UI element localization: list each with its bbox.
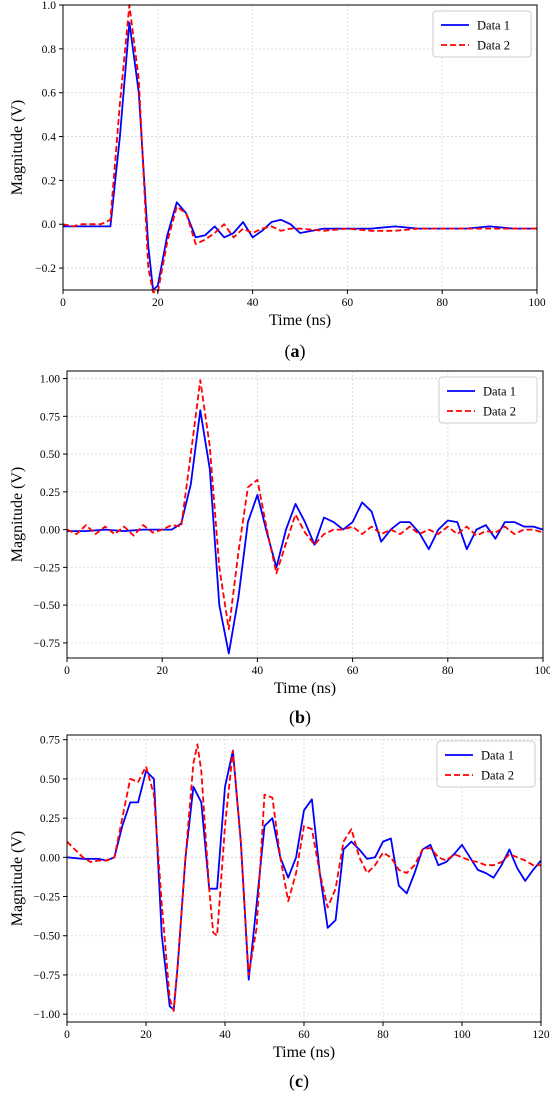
chart-panel-a: 0 20 40 60 80 100 −0.2 0.0 0.2 0.4 0.6 0.8 1.0 Time (… (9, 0, 546, 362)
x-tick-label: 100 (528, 297, 546, 309)
y-tick-label: 0.00 (40, 852, 60, 864)
series-line-2 (66, 379, 544, 631)
legend-label-1: Data 1 (477, 19, 510, 33)
y-tick-label: −0.25 (33, 562, 60, 574)
series-line-1 (66, 749, 542, 1011)
x-tick-label: 0 (60, 297, 66, 309)
panel-caption: (b) (289, 707, 311, 728)
legend-label-2: Data 2 (483, 405, 516, 419)
y-tick-label: 0.2 (42, 175, 57, 187)
x-tick-label: 100 (453, 1029, 471, 1041)
legend: Data 1 Data 2 (436, 740, 536, 788)
x-tick-label: 120 (532, 1029, 550, 1041)
y-tick-label: 0.00 (40, 525, 60, 537)
legend-box (432, 10, 532, 58)
y-tick-label: 0.50 (40, 774, 60, 786)
series-line-1 (63, 21, 537, 291)
y-tick-label: −0.75 (33, 970, 60, 982)
series-line-2 (62, 4, 537, 294)
y-tick-label: −0.75 (33, 638, 60, 650)
chart-panel-c: 0 20 40 60 80 100 120 −1.00 −0.75 −0.50 −0.25 0.00 0… (9, 734, 550, 1092)
chart-panel-b: 0 20 40 60 80 100 −0.75 −0.50 −0.25 0.00 0.25 0.50 0… (9, 370, 550, 728)
y-tick-label: −0.2 (35, 263, 56, 275)
legend-label-1: Data 1 (483, 385, 516, 399)
x-tick-label: 40 (247, 297, 259, 309)
legend-label-2: Data 2 (481, 769, 514, 783)
x-axis-label: Time (ns) (273, 1044, 335, 1061)
legend: Data 1 Data 2 (438, 376, 538, 424)
panel-caption: (a) (285, 341, 306, 362)
series-line-1 (67, 409, 544, 655)
x-tick-label: 0 (64, 665, 70, 677)
legend: Data 1 Data 2 (432, 10, 532, 58)
x-axis-label: Time (ns) (274, 680, 336, 697)
plot-frame (62, 4, 538, 291)
y-tick-label: 0.25 (40, 813, 60, 825)
legend-box (436, 740, 536, 788)
y-tick-label: 0.8 (42, 44, 57, 56)
y-tick-label: 0.75 (40, 411, 60, 423)
x-tick-label: 80 (442, 665, 454, 677)
y-tick-label: 0.0 (42, 219, 57, 231)
x-tick-label: 0 (64, 1029, 70, 1041)
legend-label-1: Data 1 (481, 749, 514, 763)
y-tick-label: 0.6 (42, 88, 57, 100)
y-tick-label: −0.50 (33, 931, 60, 943)
y-tick-label: −0.25 (33, 892, 60, 904)
x-tick-label: 80 (436, 297, 448, 309)
y-tick-label: −0.50 (33, 600, 60, 612)
x-tick-label: 40 (252, 665, 264, 677)
x-tick-label: 20 (156, 665, 168, 677)
plot-frame (66, 370, 544, 659)
x-tick-label: 100 (534, 665, 550, 677)
x-tick-label: 60 (342, 297, 354, 309)
x-tick-label: 40 (219, 1029, 231, 1041)
y-tick-label: 0.25 (40, 487, 60, 499)
x-tick-label: 80 (377, 1029, 389, 1041)
x-tick-label: 20 (140, 1029, 152, 1041)
y-tick-label: −1.00 (33, 1009, 60, 1021)
series-line-2 (66, 743, 541, 1012)
y-tick-label: 1.00 (40, 374, 60, 386)
y-axis-label: Magnitude (V) (9, 831, 26, 927)
x-tick-label: 60 (298, 1029, 310, 1041)
panel-caption: (c) (289, 1071, 309, 1092)
grid (66, 735, 542, 1022)
y-axis-label: Magnitude (V) (9, 467, 26, 563)
y-tick-label: 0.50 (40, 449, 60, 461)
y-tick-label: 0.75 (40, 735, 60, 747)
y-tick-label: 0.4 (42, 132, 57, 144)
legend-label-2: Data 2 (477, 39, 510, 53)
legend-box (438, 376, 538, 424)
x-axis-label: Time (ns) (269, 312, 331, 329)
x-tick-label: 20 (152, 297, 164, 309)
x-tick-label: 60 (347, 665, 359, 677)
y-tick-label: 1.0 (42, 0, 57, 12)
y-axis-label: Magnitude (V) (9, 100, 26, 196)
